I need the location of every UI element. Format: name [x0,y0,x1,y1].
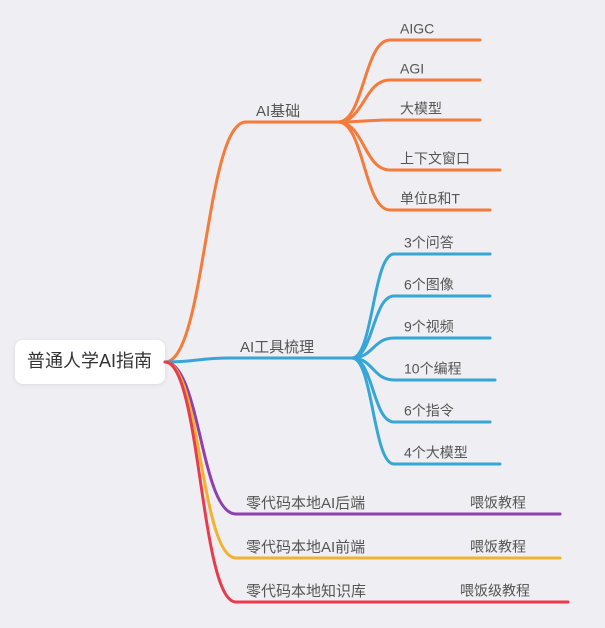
background [0,0,605,628]
branch-label-backend: 零代码本地AI后端 [246,495,365,512]
leaf-label-ai-basics-0: AIGC [400,21,434,37]
leaf-label-backend-0: 喂饭教程 [470,495,526,511]
branch-label-knowledge: 零代码本地知识库 [246,583,366,600]
leaf-label-ai-basics-4: 单位B和T [400,191,460,207]
leaf-label-ai-tools-1: 6个图像 [404,277,454,293]
branch-label-frontend: 零代码本地AI前端 [246,539,365,556]
root-node-label: 普通人学AI指南 [27,351,152,371]
leaf-label-ai-tools-5: 4个大模型 [404,445,468,461]
leaf-label-ai-basics-3: 上下文窗口 [400,151,470,167]
leaf-label-ai-basics-2: 大模型 [400,101,442,117]
leaf-label-knowledge-0: 喂饭级教程 [460,583,530,599]
mindmap-canvas: 普通人学AI指南 AI基础 AIGC AGI 大模型上下文窗口单位B和T AI工具梳理 3个… [0,0,605,628]
leaf-label-ai-tools-4: 6个指令 [404,403,454,419]
leaf-label-ai-tools-0: 3个问答 [404,235,454,251]
branch-label-ai-basics: AI基础 [256,103,300,120]
branch-label-ai-tools: AI工具梳理 [240,339,314,356]
leaf-label-frontend-0: 喂饭教程 [470,539,526,555]
leaf-label-ai-basics-1: AGI [400,61,424,77]
leaf-label-ai-tools-3: 10个编程 [404,361,462,377]
leaf-label-ai-tools-2: 9个视频 [404,319,454,335]
